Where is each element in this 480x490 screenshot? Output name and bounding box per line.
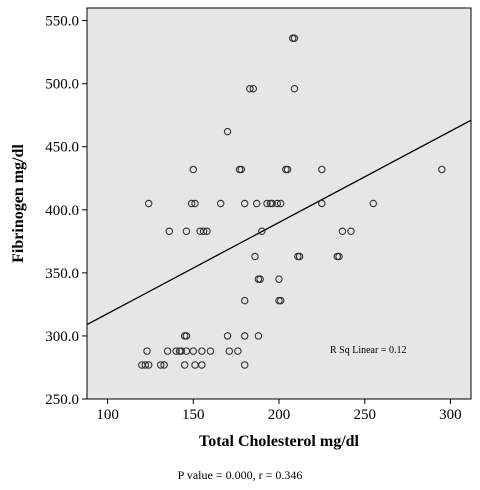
data-point bbox=[290, 84, 299, 93]
y-tick-label: 500.0 bbox=[45, 77, 79, 93]
x-tick-label: 300 bbox=[439, 407, 462, 423]
x-tick-label: 150 bbox=[182, 407, 205, 423]
data-point bbox=[240, 296, 249, 305]
data-point bbox=[318, 199, 326, 208]
data-point bbox=[268, 199, 276, 208]
data-point bbox=[290, 34, 299, 43]
y-tick-label: 400.0 bbox=[45, 203, 79, 219]
data-point bbox=[252, 199, 261, 208]
data-point bbox=[206, 347, 215, 355]
data-point bbox=[240, 332, 249, 340]
data-point bbox=[165, 227, 174, 235]
data-point bbox=[295, 252, 304, 261]
data-point bbox=[276, 296, 285, 305]
data-point bbox=[191, 199, 199, 208]
data-point bbox=[143, 347, 151, 355]
data-point bbox=[172, 347, 180, 355]
data-point bbox=[369, 199, 378, 208]
data-point bbox=[234, 347, 242, 355]
data-point bbox=[254, 332, 263, 340]
data-point bbox=[182, 227, 191, 235]
fit-line bbox=[86, 119, 472, 326]
x-tick-label: 200 bbox=[268, 407, 291, 423]
data-point bbox=[141, 361, 150, 369]
fit-line-label: R Sq Linear = 0.12 bbox=[330, 345, 406, 356]
data-point bbox=[223, 332, 232, 340]
data-point bbox=[160, 361, 168, 369]
data-point bbox=[251, 252, 259, 261]
data-point bbox=[237, 165, 246, 174]
data-point bbox=[438, 165, 446, 174]
x-tick-label: 250 bbox=[353, 407, 376, 423]
y-tick-label: 350.0 bbox=[45, 266, 79, 282]
data-point bbox=[240, 199, 249, 208]
data-point bbox=[223, 127, 232, 136]
data-point bbox=[163, 347, 172, 355]
data-point bbox=[263, 199, 271, 208]
data-point bbox=[180, 361, 189, 369]
data-point bbox=[203, 227, 211, 235]
plot-area bbox=[86, 7, 472, 400]
data-point bbox=[249, 84, 258, 93]
data-point bbox=[199, 227, 208, 235]
data-point bbox=[283, 165, 292, 174]
data-point bbox=[335, 252, 343, 261]
data-point bbox=[144, 361, 153, 369]
data-point bbox=[177, 347, 186, 355]
data-point bbox=[198, 347, 206, 355]
y-axis-title: Fibrinogen mg/dl bbox=[10, 144, 27, 263]
data-point bbox=[276, 199, 285, 208]
y-tick-label: 450.0 bbox=[45, 140, 79, 156]
data-point bbox=[256, 275, 264, 283]
data-point bbox=[225, 347, 234, 355]
data-point bbox=[273, 199, 282, 208]
data-point bbox=[198, 361, 206, 369]
data-point bbox=[258, 227, 266, 235]
scatter-chart: 100 150 200 250 300 250.0 300.0 350.0 400.0 450.0… bbox=[10, 7, 472, 450]
data-point bbox=[144, 199, 153, 208]
caption: P value = 0.000, r = 0.346 bbox=[177, 468, 303, 482]
x-axis-title: Total Cholesterol mg/dl bbox=[199, 433, 360, 450]
data-point bbox=[182, 332, 191, 340]
data-point bbox=[189, 347, 198, 355]
data-point bbox=[156, 361, 165, 369]
data-point bbox=[216, 199, 225, 208]
data-point bbox=[347, 227, 355, 235]
y-tick-label: 300.0 bbox=[45, 329, 79, 345]
data-point bbox=[318, 165, 326, 174]
y-tick-label: 550.0 bbox=[45, 14, 79, 30]
data-point bbox=[275, 275, 283, 283]
data-point bbox=[338, 227, 347, 235]
y-tick-label: 250.0 bbox=[45, 392, 79, 408]
data-point bbox=[240, 361, 249, 369]
data-point bbox=[246, 84, 254, 93]
data-point bbox=[187, 199, 196, 208]
data-point bbox=[189, 165, 198, 174]
x-tick-label: 100 bbox=[96, 407, 119, 423]
